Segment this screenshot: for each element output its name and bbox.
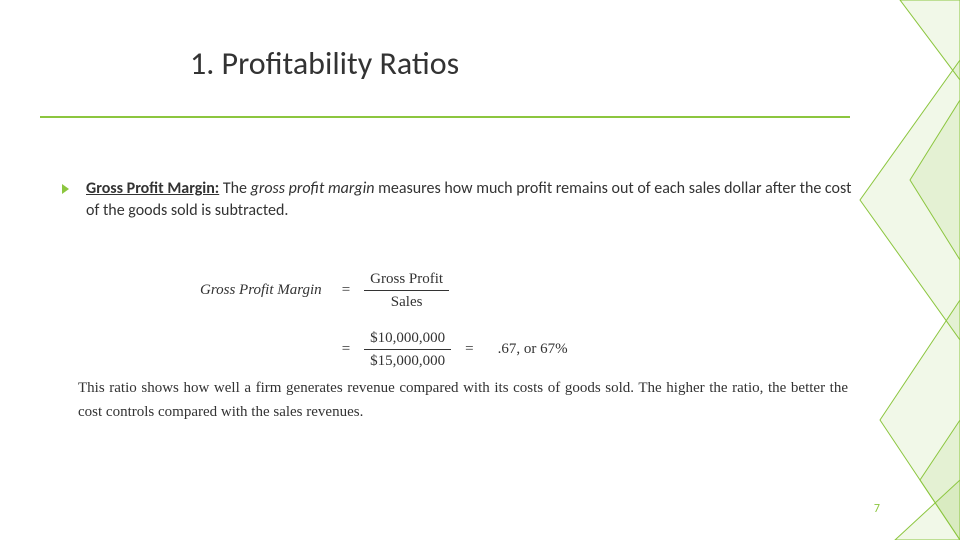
term-label: Gross Profit Margin:	[86, 179, 219, 198]
denominator-value: $15,000,000	[364, 352, 451, 370]
bullet-item: Gross Profit Margin: The gross profit ma…	[62, 178, 862, 221]
fraction-symbolic: Gross Profit Sales	[364, 270, 449, 311]
formula-definition: Gross Profit Margin = Gross Profit Sales	[200, 270, 568, 311]
numerator-value: $10,000,000	[364, 329, 451, 347]
numerator: Gross Profit	[364, 270, 449, 288]
text-frag-italic: gross profit margin	[251, 179, 375, 198]
interpretation-text: This ratio shows how well a firm generat…	[78, 376, 848, 424]
formula-result: .67, or 67%	[484, 341, 568, 358]
slide-title: 1. Profitability Ratios	[190, 44, 459, 83]
fraction-numeric: $10,000,000 $15,000,000	[364, 329, 451, 370]
bullet-marker-icon	[62, 184, 69, 194]
fraction-bar	[364, 349, 451, 350]
text-frag-pre: The	[219, 179, 250, 198]
corner-decoration	[840, 0, 960, 540]
formula-label: Gross Profit Margin	[200, 282, 332, 299]
formula-numeric: Gross Profit Margin = $10,000,000 $15,00…	[200, 329, 568, 370]
equals-sign: =	[332, 282, 360, 299]
title-underline	[40, 116, 850, 118]
equals-sign: =	[332, 341, 360, 358]
denominator: Sales	[385, 293, 429, 311]
fraction-bar	[364, 290, 449, 291]
page-number: 7	[874, 502, 880, 516]
formula-block: Gross Profit Margin = Gross Profit Sales…	[200, 270, 568, 370]
equals-sign: =	[455, 341, 483, 358]
slide: 1. Profitability Ratios Gross Profit Mar…	[0, 0, 960, 540]
bullet-text: Gross Profit Margin: The gross profit ma…	[86, 178, 862, 221]
